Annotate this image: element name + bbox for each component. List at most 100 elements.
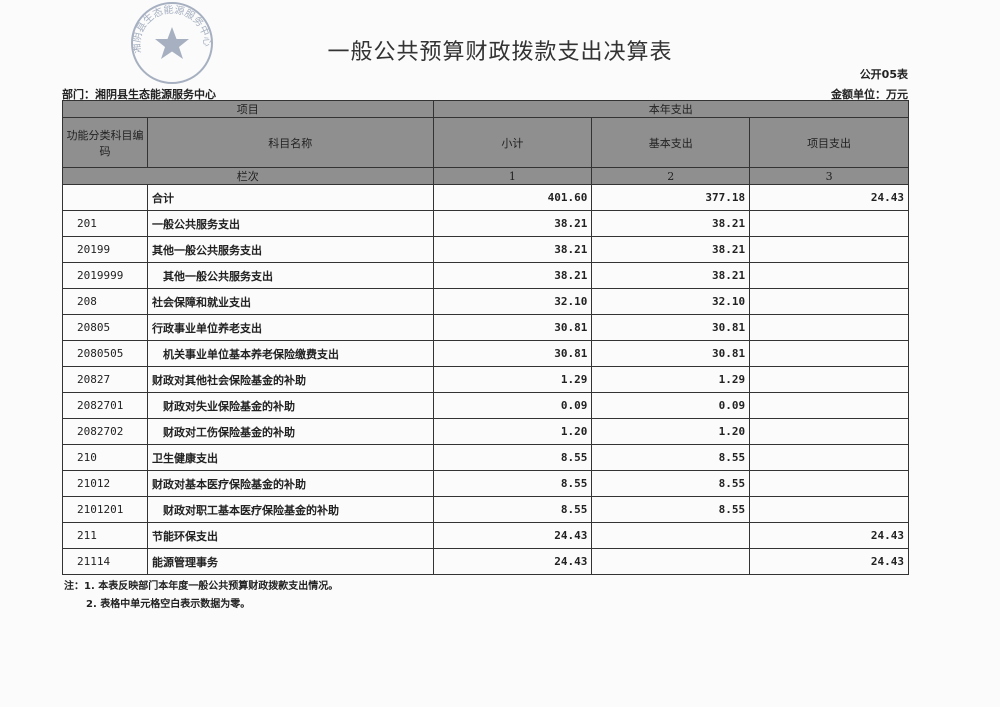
expenditure-table: 项目 本年支出 功能分类科目编码 科目名称 小计 基本支出 项目支出 栏次 1 … (62, 100, 910, 575)
cell-name: 财政对基本医疗保险基金的补助 (146, 470, 434, 497)
cell-subtotal: 38.21 (432, 210, 593, 237)
cell-subtotal: 30.81 (432, 314, 593, 341)
cell-code: 2082701 (62, 392, 148, 419)
cell-subtotal: 1.20 (432, 418, 593, 445)
cell-project (749, 340, 909, 367)
header-name: 科目名称 (146, 117, 434, 168)
cell-project (749, 288, 909, 315)
table-row: 208 社会保障和就业支出 32.10 32.10 (62, 288, 909, 315)
cell-project (749, 314, 909, 341)
cell-basic: 32.10 (591, 288, 751, 315)
cell-subtotal: 8.55 (432, 496, 593, 523)
cell-basic: 377.18 (591, 184, 751, 211)
cell-code: 20827 (62, 366, 148, 393)
cell-basic: 0.09 (591, 392, 751, 419)
cell-name: 财政对失业保险基金的补助 (146, 392, 434, 419)
footnotes: 注：1. 本表反映部门本年度一般公共预算财政拨款支出情况。 2. 表格中单元格空… (64, 578, 338, 614)
cell-subtotal: 8.55 (432, 470, 593, 497)
cell-project (749, 470, 909, 497)
header-idx1: 1 (432, 167, 593, 185)
cell-name: 卫生健康支出 (146, 444, 434, 471)
cell-code: 211 (62, 522, 148, 549)
cell-name: 社会保障和就业支出 (146, 288, 434, 315)
cell-basic: 30.81 (591, 314, 751, 341)
cell-code: 20199 (62, 236, 148, 263)
cell-project (749, 236, 909, 263)
cell-subtotal: 0.09 (432, 392, 593, 419)
table-row: 20827 财政对其他社会保险基金的补助 1.29 1.29 (62, 366, 909, 393)
cell-project (749, 262, 909, 289)
cell-code (62, 184, 148, 211)
cell-subtotal: 24.43 (432, 522, 593, 549)
header-basic: 基本支出 (591, 117, 751, 168)
cell-basic (591, 522, 751, 549)
cell-subtotal: 8.55 (432, 444, 593, 471)
cell-name: 财政对工伤保险基金的补助 (146, 418, 434, 445)
cell-basic: 1.29 (591, 366, 751, 393)
header-this-year: 本年支出 (432, 100, 910, 118)
cell-subtotal: 1.29 (432, 366, 593, 393)
cell-name: 其他一般公共服务支出 (146, 262, 434, 289)
cell-project: 24.43 (749, 184, 909, 211)
cell-project (749, 418, 909, 445)
form-number: 公开05表 (859, 68, 908, 81)
cell-basic: 8.55 (591, 496, 751, 523)
cell-code: 2019999 (62, 262, 148, 289)
cell-code: 210 (62, 444, 148, 471)
department-label: 部门：湘阴县生态能源服务中心 (62, 88, 216, 101)
cell-name: 财政对职工基本医疗保险基金的补助 (146, 496, 434, 523)
cell-code: 201 (62, 210, 148, 237)
cell-name: 财政对其他社会保险基金的补助 (146, 366, 434, 393)
table-row: 2101201 财政对职工基本医疗保险基金的补助 8.55 8.55 (62, 496, 909, 523)
cell-name: 一般公共服务支出 (146, 210, 434, 237)
cell-subtotal: 32.10 (432, 288, 593, 315)
cell-subtotal: 38.21 (432, 262, 593, 289)
cell-name: 行政事业单位养老支出 (146, 314, 434, 341)
cell-name: 其他一般公共服务支出 (146, 236, 434, 263)
cell-subtotal: 401.60 (432, 184, 593, 211)
cell-project (749, 366, 909, 393)
header-project: 项目支出 (749, 117, 909, 168)
cell-project (749, 496, 909, 523)
cell-basic: 38.21 (591, 210, 751, 237)
cell-project: 24.43 (749, 522, 909, 549)
cell-code: 20805 (62, 314, 148, 341)
cell-subtotal: 24.43 (432, 548, 593, 575)
table-row: 2019999 其他一般公共服务支出 38.21 38.21 (62, 262, 909, 289)
cell-project (749, 444, 909, 471)
cell-basic: 8.55 (591, 470, 751, 497)
header-subtotal: 小计 (432, 117, 593, 168)
table-row: 20199 其他一般公共服务支出 38.21 38.21 (62, 236, 909, 263)
header-code: 功能分类科目编码 (62, 117, 148, 168)
table-row: 2082702 财政对工伤保险基金的补助 1.20 1.20 (62, 418, 909, 445)
cell-basic: 38.21 (591, 236, 751, 263)
cell-basic: 38.21 (591, 262, 751, 289)
table-row: 211 节能环保支出 24.43 24.43 (62, 522, 909, 549)
cell-basic (591, 548, 751, 575)
unit-label: 金额单位：万元 (831, 88, 908, 101)
table-row: 2080505 机关事业单位基本养老保险缴费支出 30.81 30.81 (62, 340, 909, 367)
page-title: 一般公共预算财政拨款支出决算表 (327, 40, 673, 65)
cell-code: 2101201 (62, 496, 148, 523)
cell-project (749, 392, 909, 419)
table-row: 21114 能源管理事务 24.43 24.43 (62, 548, 909, 575)
cell-basic: 30.81 (591, 340, 751, 367)
note-1: 注：1. 本表反映部门本年度一般公共预算财政拨款支出情况。 (64, 581, 339, 592)
table-row: 21012 财政对基本医疗保险基金的补助 8.55 8.55 (62, 470, 909, 497)
cell-name: 机关事业单位基本养老保险缴费支出 (146, 340, 434, 367)
cell-code: 21012 (62, 470, 148, 497)
cell-project (749, 210, 909, 237)
cell-code: 2082702 (62, 418, 148, 445)
header-idx2: 2 (591, 167, 751, 185)
cell-subtotal: 30.81 (432, 340, 593, 367)
cell-name: 能源管理事务 (146, 548, 434, 575)
cell-basic: 1.20 (591, 418, 751, 445)
header-col-index: 栏次 (62, 167, 434, 185)
cell-code: 208 (62, 288, 148, 315)
cell-project: 24.43 (749, 548, 909, 575)
table-row: 210 卫生健康支出 8.55 8.55 (62, 444, 909, 471)
cell-code: 21114 (62, 548, 148, 575)
cell-code: 2080505 (62, 340, 148, 367)
cell-name: 节能环保支出 (146, 522, 434, 549)
